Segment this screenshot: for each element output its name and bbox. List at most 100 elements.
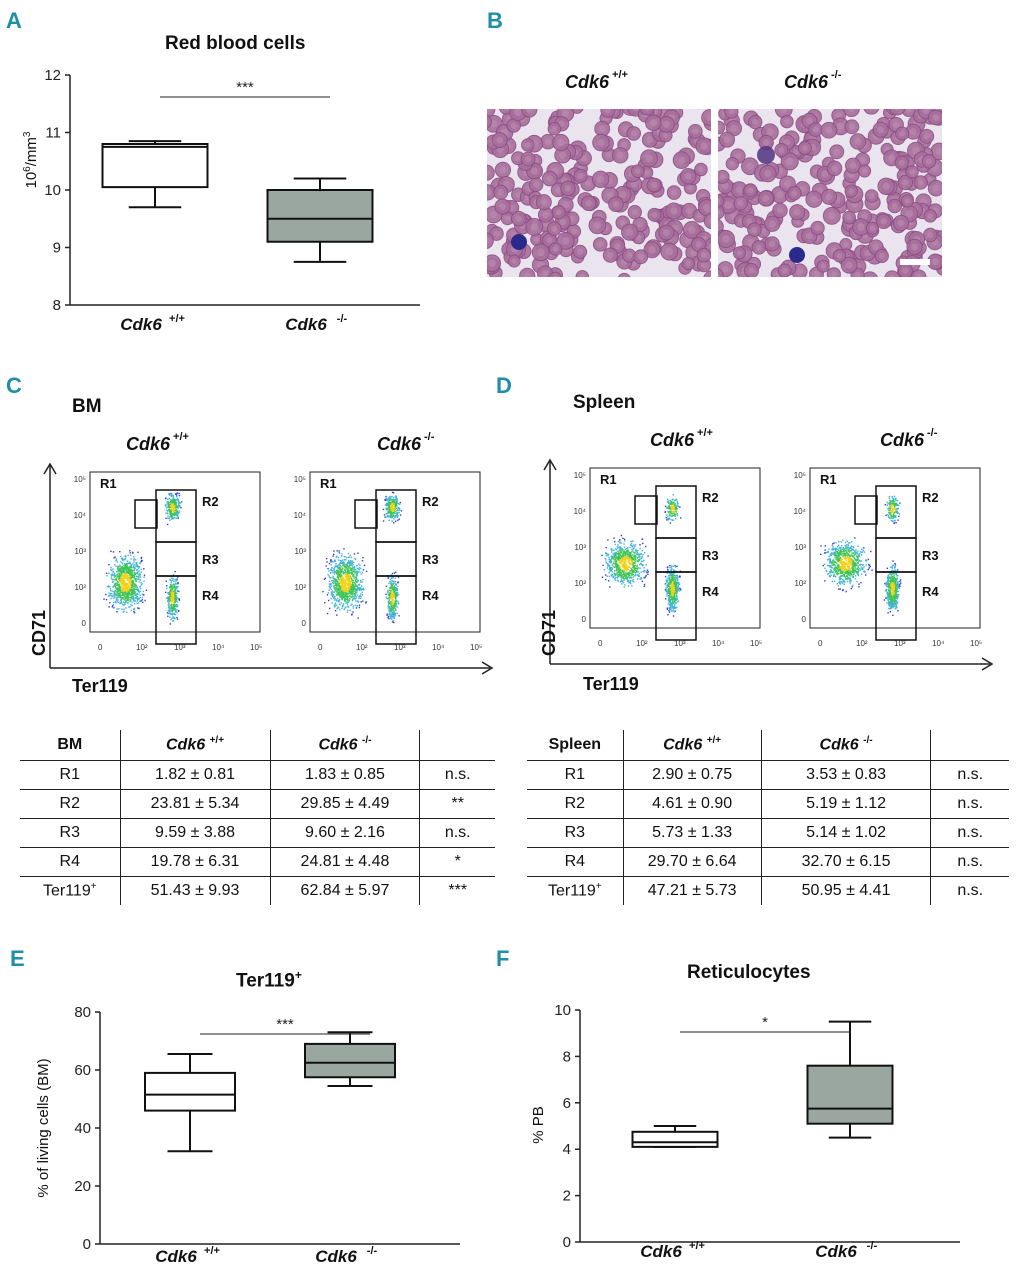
event-dot xyxy=(329,583,332,585)
event-dot xyxy=(332,582,335,585)
event-dot xyxy=(169,510,171,512)
red-cell-center xyxy=(510,122,517,129)
event-dot xyxy=(128,593,131,595)
red-cell-center xyxy=(854,271,861,277)
event-dot xyxy=(396,498,398,500)
event-dot xyxy=(127,585,130,588)
event-dot xyxy=(143,594,145,596)
event-dot xyxy=(136,598,138,600)
event-dot xyxy=(132,565,135,567)
event-dot xyxy=(393,585,396,587)
event-dot xyxy=(126,578,128,580)
event-dot xyxy=(117,565,119,568)
event-dot xyxy=(125,564,127,567)
event-dot xyxy=(349,577,352,580)
event-dot xyxy=(362,578,364,581)
event-dot xyxy=(118,590,120,592)
event-dot xyxy=(118,586,120,589)
event-dot xyxy=(335,604,338,606)
event-dot xyxy=(612,549,614,551)
event-dot xyxy=(392,588,394,591)
event-dot xyxy=(124,592,127,595)
event-dot xyxy=(628,566,630,568)
event-dot xyxy=(390,583,392,585)
red-cell-center xyxy=(488,259,496,268)
event-dot xyxy=(388,594,390,597)
event-dot xyxy=(332,596,334,598)
event-dot xyxy=(636,568,638,570)
event-dot xyxy=(327,574,329,576)
event-dot xyxy=(632,564,634,567)
event-dot xyxy=(120,590,122,592)
event-dot xyxy=(622,576,624,578)
event-dot xyxy=(391,520,393,522)
event-dot xyxy=(337,556,340,559)
event-dot xyxy=(352,592,355,594)
event-dot xyxy=(394,612,397,615)
event-dot xyxy=(635,550,638,553)
event-dot xyxy=(627,579,629,581)
red-cell-center xyxy=(859,156,866,164)
event-dot xyxy=(329,587,331,589)
event-dot xyxy=(358,563,360,565)
event-dot xyxy=(177,516,179,519)
event-dot xyxy=(128,597,131,599)
event-dot xyxy=(392,509,394,511)
event-dot xyxy=(115,588,118,591)
x-tick-label: 0 xyxy=(98,643,103,652)
event-dot xyxy=(613,549,615,552)
event-dot xyxy=(143,580,145,582)
event-dot xyxy=(123,581,125,583)
event-dot xyxy=(392,583,394,585)
red-cell-center xyxy=(867,276,873,277)
red-cell-center xyxy=(536,248,545,257)
event-dot xyxy=(354,576,357,579)
event-dot xyxy=(629,570,631,572)
event-dot xyxy=(344,559,346,561)
event-dot xyxy=(141,593,144,596)
event-dot xyxy=(172,599,174,602)
event-dot xyxy=(114,601,116,603)
event-dot xyxy=(333,604,335,606)
event-dot xyxy=(334,602,336,604)
event-dot xyxy=(391,613,393,615)
event-dot xyxy=(339,575,342,578)
event-dot xyxy=(390,505,393,507)
event-dot xyxy=(352,590,354,593)
event-dot xyxy=(351,590,353,592)
event-dot xyxy=(611,568,614,570)
event-dot xyxy=(353,565,356,568)
event-dot xyxy=(168,506,170,509)
red-cell-center xyxy=(515,191,522,198)
event-dot xyxy=(127,567,130,569)
red-cell xyxy=(617,272,631,277)
event-dot xyxy=(176,599,178,601)
event-dot xyxy=(632,573,634,576)
red-cell-center xyxy=(894,109,901,111)
panel-d-tissue: Spleen xyxy=(573,392,636,413)
event-dot xyxy=(116,600,119,603)
event-dot xyxy=(109,602,111,604)
event-dot xyxy=(612,557,614,560)
event-dot xyxy=(340,589,343,592)
event-dot xyxy=(126,598,129,601)
red-cell-center xyxy=(598,125,606,133)
event-dot xyxy=(391,597,393,600)
event-dot xyxy=(631,570,633,572)
event-dot xyxy=(169,505,172,507)
red-cell-center xyxy=(932,184,940,192)
event-dot xyxy=(343,598,346,600)
event-dot xyxy=(634,554,636,557)
event-dot xyxy=(340,570,342,573)
event-dot xyxy=(347,593,350,595)
red-cell-center xyxy=(849,162,857,169)
event-dot xyxy=(336,575,339,578)
event-dot xyxy=(120,594,123,596)
event-dot xyxy=(605,559,607,561)
event-dot xyxy=(119,581,122,583)
event-dot xyxy=(127,602,129,604)
event-dot xyxy=(347,566,350,568)
gate-r4 xyxy=(375,575,417,645)
event-dot xyxy=(116,580,119,583)
